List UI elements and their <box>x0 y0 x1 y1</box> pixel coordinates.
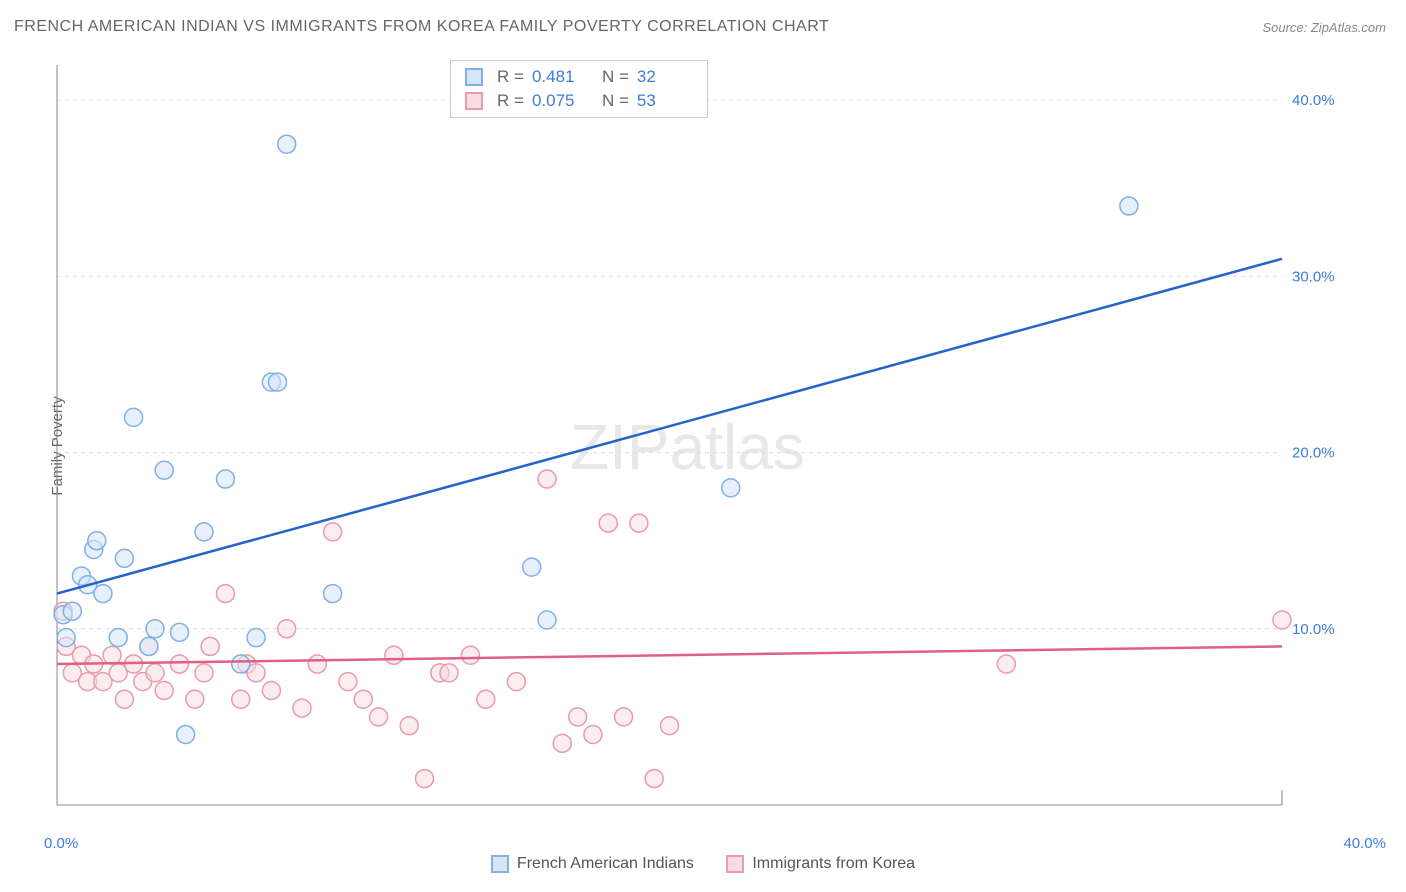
r-label-2: R = <box>497 91 524 111</box>
legend-label-series2: Immigrants from Korea <box>752 855 915 873</box>
r-value-1: 0.481 <box>532 67 588 87</box>
source-prefix: Source: <box>1262 20 1310 35</box>
svg-text:10.0%: 10.0% <box>1292 621 1335 638</box>
r-label-1: R = <box>497 67 524 87</box>
legend-swatch-series1 <box>491 855 509 873</box>
bottom-legend: French American Indians Immigrants from … <box>0 855 1406 878</box>
n-label-2: N = <box>602 91 629 111</box>
svg-text:30.0%: 30.0% <box>1292 268 1335 285</box>
stats-legend: R = 0.481 N = 32 R = 0.075 N = 53 <box>450 60 708 118</box>
swatch-series2 <box>465 92 483 110</box>
stats-row-series2: R = 0.075 N = 53 <box>451 89 707 113</box>
n-label-1: N = <box>602 67 629 87</box>
chart-title: FRENCH AMERICAN INDIAN VS IMMIGRANTS FRO… <box>14 18 829 36</box>
swatch-series1 <box>465 68 483 86</box>
stats-row-series1: R = 0.481 N = 32 <box>451 65 707 89</box>
svg-text:20.0%: 20.0% <box>1292 445 1335 462</box>
n-value-1: 32 <box>637 67 693 87</box>
n-value-2: 53 <box>637 91 693 111</box>
scatter-plot-svg: 10.0% 20.0% 30.0% 40.0% <box>52 55 1342 825</box>
x-axis-max-label: 40.0% <box>1343 835 1386 852</box>
legend-item-series2: Immigrants from Korea <box>726 855 915 873</box>
legend-swatch-series2 <box>726 855 744 873</box>
source-link[interactable]: ZipAtlas.com <box>1311 20 1386 35</box>
chart-container: FRENCH AMERICAN INDIAN VS IMMIGRANTS FRO… <box>0 0 1406 892</box>
source-attribution: Source: ZipAtlas.com <box>1262 20 1386 35</box>
x-axis-min-label: 0.0% <box>44 835 78 852</box>
r-value-2: 0.075 <box>532 91 588 111</box>
legend-item-series1: French American Indians <box>491 855 694 873</box>
legend-label-series1: French American Indians <box>517 855 694 873</box>
plot-area: 10.0% 20.0% 30.0% 40.0% <box>52 55 1342 825</box>
svg-text:40.0%: 40.0% <box>1292 92 1335 109</box>
